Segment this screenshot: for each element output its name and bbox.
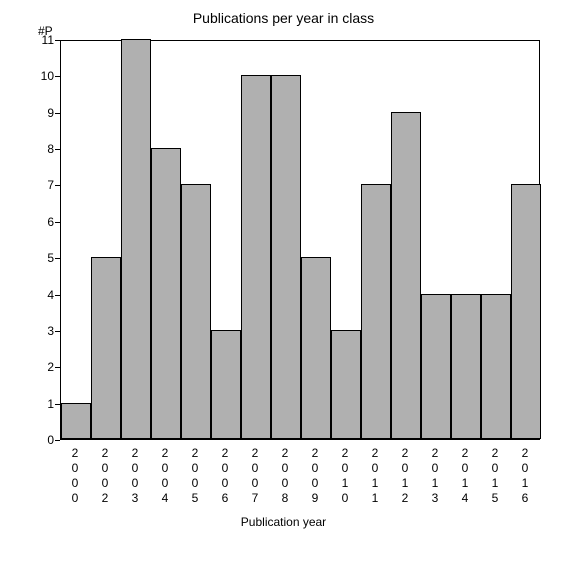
y-tick-label: 10 bbox=[32, 69, 54, 83]
x-tick-label: 2006 bbox=[218, 446, 232, 506]
bar bbox=[331, 330, 361, 439]
y-tick-label: 8 bbox=[32, 142, 54, 156]
bar bbox=[421, 294, 451, 439]
y-tick bbox=[55, 258, 60, 259]
bar bbox=[91, 257, 121, 439]
x-axis-title: Publication year bbox=[0, 515, 567, 529]
y-tick bbox=[55, 113, 60, 114]
x-tick-label: 2016 bbox=[518, 446, 532, 506]
y-tick-label: 9 bbox=[32, 106, 54, 120]
y-tick-label: 4 bbox=[32, 288, 54, 302]
y-tick-label: 1 bbox=[32, 397, 54, 411]
y-tick-label: 5 bbox=[32, 251, 54, 265]
bar bbox=[181, 184, 211, 439]
bar bbox=[151, 148, 181, 439]
bar bbox=[511, 184, 541, 439]
y-tick bbox=[55, 295, 60, 296]
y-tick bbox=[55, 40, 60, 41]
y-tick-label: 7 bbox=[32, 178, 54, 192]
bar bbox=[391, 112, 421, 439]
bar bbox=[211, 330, 241, 439]
bar bbox=[241, 75, 271, 439]
bar bbox=[451, 294, 481, 439]
y-tick bbox=[55, 222, 60, 223]
bar bbox=[361, 184, 391, 439]
y-tick-label: 11 bbox=[32, 33, 54, 47]
x-tick-label: 2012 bbox=[398, 446, 412, 506]
x-tick-label: 2008 bbox=[278, 446, 292, 506]
y-tick bbox=[55, 440, 60, 441]
bar bbox=[121, 39, 151, 439]
y-tick bbox=[55, 367, 60, 368]
y-tick-label: 2 bbox=[32, 360, 54, 374]
x-tick-label: 2015 bbox=[488, 446, 502, 506]
bar bbox=[301, 257, 331, 439]
x-tick-label: 2014 bbox=[458, 446, 472, 506]
x-tick-label: 2002 bbox=[98, 446, 112, 506]
y-tick bbox=[55, 404, 60, 405]
bar bbox=[271, 75, 301, 439]
y-tick-label: 0 bbox=[32, 433, 54, 447]
bar bbox=[61, 403, 91, 439]
y-tick bbox=[55, 76, 60, 77]
x-tick-label: 2003 bbox=[128, 446, 142, 506]
x-tick-label: 2005 bbox=[188, 446, 202, 506]
x-tick-label: 2007 bbox=[248, 446, 262, 506]
x-tick-label: 2000 bbox=[68, 446, 82, 506]
chart-container: Publications per year in class #P Public… bbox=[0, 0, 567, 567]
x-tick-label: 2013 bbox=[428, 446, 442, 506]
x-tick-label: 2011 bbox=[368, 446, 382, 506]
y-tick-label: 6 bbox=[32, 215, 54, 229]
bar bbox=[481, 294, 511, 439]
x-tick-label: 2004 bbox=[158, 446, 172, 506]
plot-area bbox=[60, 40, 540, 440]
x-tick-label: 2009 bbox=[308, 446, 322, 506]
y-tick bbox=[55, 149, 60, 150]
y-tick-label: 3 bbox=[32, 324, 54, 338]
y-tick bbox=[55, 331, 60, 332]
x-tick-label: 2010 bbox=[338, 446, 352, 506]
chart-title: Publications per year in class bbox=[0, 10, 567, 26]
y-tick bbox=[55, 185, 60, 186]
